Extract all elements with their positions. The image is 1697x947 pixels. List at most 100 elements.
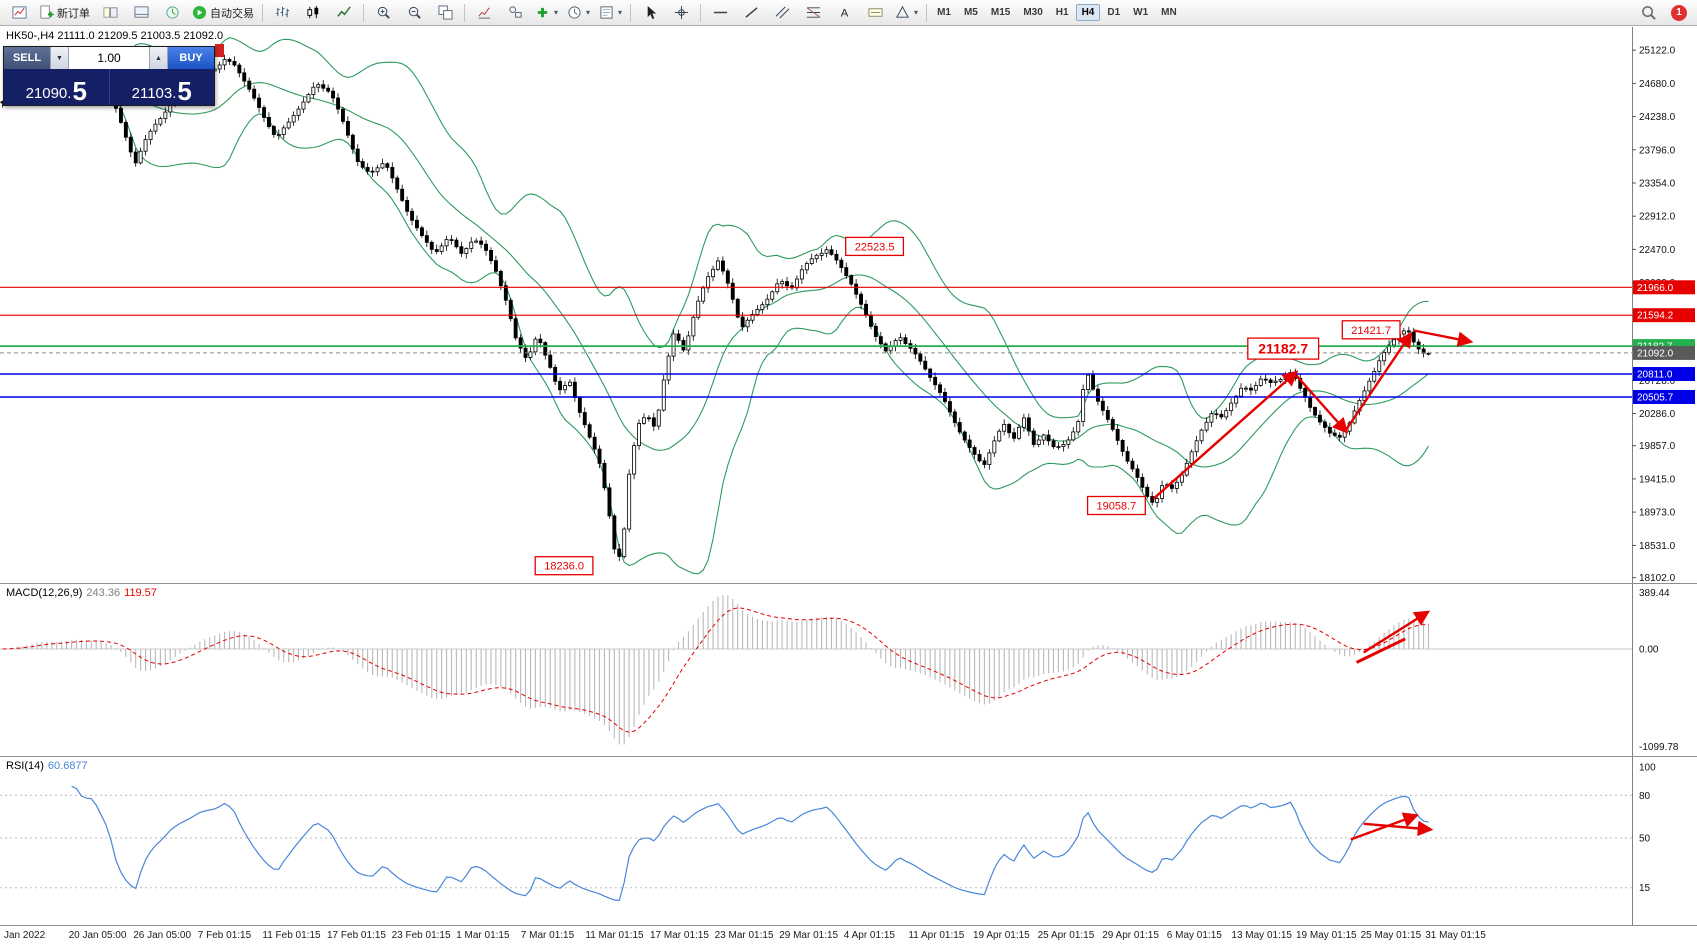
fibonacci-tool-button[interactable] — [798, 2, 828, 24]
one-click-trading-panel: SELL ▼ ▲ BUY 21090.5 21103.5 — [3, 46, 215, 106]
svg-text:A: A — [840, 7, 848, 19]
bollinger-lower-band[interactable] — [95, 94, 1429, 575]
macd-indicator-panel[interactable]: 389.44 0.00 -1099.78 MACD(12,26,9) 243.36 11… — [0, 583, 1697, 756]
volume-input[interactable] — [69, 47, 149, 69]
add-indicator-dropdown[interactable]: ▾ — [531, 2, 562, 24]
timeframe-m5-button[interactable]: M5 — [963, 7, 978, 18]
time-label: 1 Mar 01:15 — [456, 930, 510, 941]
timeframe-w1-button[interactable]: W1 — [1133, 7, 1149, 18]
toolbar: 新订单 自动交易 ▾ ▾ ▾ A ▾ M1 M5 M15 M30 H1 H4 D1 W1 MN 1 — [0, 0, 1697, 26]
price-label-box[interactable] — [1247, 337, 1320, 360]
price-tick-label: 18102.0 — [1639, 573, 1676, 583]
terminal-icon[interactable] — [126, 2, 156, 24]
macd-label: MACD(12,26,9) 243.36 119.57 — [6, 587, 157, 599]
price-tick-label: 20728.0 — [1639, 376, 1676, 387]
indicators-button[interactable] — [469, 2, 499, 24]
templates-dropdown[interactable]: ▾ — [595, 2, 626, 24]
bollinger-upper-band[interactable] — [96, 37, 1429, 420]
rsi-canvas[interactable]: 100 80 50 15 — [0, 757, 1697, 925]
text-tool-button[interactable]: A — [829, 2, 859, 24]
sell-button[interactable]: SELL — [4, 47, 50, 69]
main-chart-panel[interactable]: 25122.0 24680.0 24238.0 23796.0 23354.0 22912… — [0, 27, 1697, 583]
timeframe-m1-button[interactable]: M1 — [937, 7, 951, 18]
svg-text:21966.0: 21966.0 — [1637, 283, 1674, 294]
time-label: 29 Apr 01:15 — [1102, 930, 1159, 941]
price-label-box[interactable] — [845, 236, 905, 257]
strategy-tester-icon[interactable] — [157, 2, 187, 24]
svg-text:21092.0: 21092.0 — [1637, 348, 1674, 359]
main-chart-canvas[interactable]: 25122.0 24680.0 24238.0 23796.0 23354.0 22912… — [0, 27, 1697, 583]
rsi-arrow[interactable] — [1363, 820, 1434, 837]
chart-window-icon[interactable] — [4, 2, 34, 24]
buy-button[interactable]: BUY — [168, 47, 214, 69]
price-label-text: 19058.7 — [1097, 500, 1137, 512]
hline-tool-button[interactable] — [705, 2, 735, 24]
search-icon[interactable] — [1633, 2, 1663, 24]
time-label: 7 Mar 01:15 — [520, 930, 575, 941]
timeframe-m15-button[interactable]: M15 — [990, 7, 1011, 18]
macd-arrow[interactable] — [1355, 637, 1406, 664]
timeframe-m30-button[interactable]: M30 — [1023, 7, 1043, 18]
volume-decrease-button[interactable]: ▼ — [50, 47, 69, 69]
channel-tool-button[interactable] — [767, 2, 797, 24]
buy-price[interactable]: 21103. 5 — [108, 69, 215, 105]
macd-signal-value: 119.57 — [124, 587, 157, 599]
trendline-tool-button[interactable] — [736, 2, 766, 24]
price-tick-label: 19415.0 — [1639, 474, 1676, 485]
macd-axis-label: -1099.78 — [1639, 742, 1679, 753]
time-label: 26 Jan 05:00 — [133, 930, 192, 941]
objects-button[interactable] — [500, 2, 530, 24]
notification-badge[interactable]: 1 — [1671, 4, 1687, 21]
time-label: 13 May 01:15 — [1231, 930, 1292, 941]
chart-title: HK50-,H4 21111.0 21209.5 21003.5 21092.0 — [6, 30, 224, 42]
trend-arrow[interactable] — [1152, 370, 1299, 500]
svg-text:20811.0: 20811.0 — [1637, 370, 1673, 381]
label-tool-button[interactable] — [860, 2, 890, 24]
toolbar-separator — [363, 3, 364, 22]
crosshair-button[interactable] — [666, 2, 696, 24]
zoom-in-button[interactable] — [368, 2, 398, 24]
sell-price[interactable]: 21090. 5 — [4, 69, 109, 105]
time-label: 4 Apr 01:15 — [843, 930, 895, 941]
shapes-dropdown[interactable]: ▾ — [891, 2, 922, 24]
rsi-label: RSI(14) 60.6877 — [6, 760, 88, 772]
trend-arrow[interactable] — [1345, 331, 1413, 430]
chevron-down-icon: ▾ — [914, 8, 919, 17]
price-label-box[interactable] — [534, 556, 594, 576]
trend-arrow[interactable] — [1295, 374, 1349, 434]
candlestick-chart-button[interactable] — [298, 2, 328, 24]
chart-profiles-icon[interactable] — [95, 2, 125, 24]
trend-arrow[interactable] — [1413, 329, 1474, 347]
volume-increase-button[interactable]: ▲ — [149, 47, 168, 69]
line-chart-button[interactable] — [329, 2, 359, 24]
macd-axis-label: 0.00 — [1639, 644, 1659, 655]
cursor-button[interactable] — [635, 2, 665, 24]
price-label-box[interactable] — [1341, 320, 1401, 340]
time-label: 19 Apr 01:15 — [973, 930, 1030, 941]
rsi-indicator-panel[interactable]: 100 80 50 15 RSI(14) 60.6877 — [0, 756, 1697, 925]
timeframe-h1-button[interactable]: H1 — [1055, 7, 1069, 18]
time-label: 11 Feb 01:15 — [262, 930, 321, 941]
tile-windows-button[interactable] — [430, 2, 460, 24]
macd-arrow[interactable] — [1363, 610, 1431, 654]
timeframe-d1-button[interactable]: D1 — [1107, 7, 1121, 18]
bollinger-middle-band[interactable] — [96, 82, 1429, 468]
time-label: 17 Feb 01:15 — [327, 930, 386, 941]
price-tick-label: 23354.0 — [1639, 179, 1676, 190]
time-label: 11 Mar 01:15 — [585, 930, 644, 941]
rsi-arrow[interactable] — [1350, 812, 1419, 841]
timeframe-h4-button[interactable]: H4 — [1075, 4, 1101, 21]
toolbar-separator — [262, 3, 263, 22]
price-label-text: 22523.5 — [855, 241, 895, 253]
zoom-out-button[interactable] — [399, 2, 429, 24]
new-order-button[interactable]: 新订单 — [35, 2, 94, 24]
price-label-box[interactable] — [1086, 495, 1146, 516]
macd-canvas[interactable]: 389.44 0.00 -1099.78 — [0, 584, 1697, 756]
autotrading-button[interactable]: 自动交易 — [188, 2, 258, 24]
timeframe-mn-button[interactable]: MN — [1161, 7, 1177, 18]
time-label: 29 Mar 01:15 — [779, 930, 839, 941]
time-label: 19 May 01:15 — [1296, 930, 1357, 941]
time-axis[interactable]: Jan 2022 20 Jan 05:00 26 Jan 05:00 7 Feb 01… — [0, 925, 1697, 947]
periods-dropdown[interactable]: ▾ — [563, 2, 594, 24]
bar-chart-button[interactable] — [267, 2, 297, 24]
